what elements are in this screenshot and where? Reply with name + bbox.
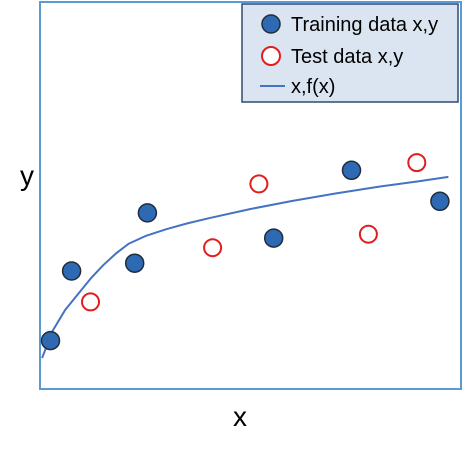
legend: Training data x,y Test data x,y x,f(x) xyxy=(241,3,459,103)
data-point-test-data-x-y xyxy=(81,292,100,312)
legend-label-test-data: Test data x,y xyxy=(291,46,403,68)
data-point-training-data-x-y xyxy=(124,253,145,273)
legend-marker-training-data xyxy=(261,14,281,34)
y-axis-label: y xyxy=(20,160,34,191)
data-point-training-data-x-y xyxy=(341,160,362,181)
data-point-training-data-x-y xyxy=(40,330,61,351)
data-point-test-data-x-y xyxy=(203,238,223,258)
data-point-training-data-x-y xyxy=(263,228,284,248)
x-axis-label: x xyxy=(233,401,247,432)
data-point-test-data-x-y xyxy=(407,153,427,173)
legend-marker-test-data xyxy=(261,46,281,66)
chart-marks xyxy=(40,153,450,359)
data-point-training-data-x-y xyxy=(430,191,450,212)
data-point-training-data-x-y xyxy=(137,203,158,223)
series-line-x-f-x xyxy=(41,175,449,359)
data-point-test-data-x-y xyxy=(358,224,378,244)
data-point-test-data-x-y xyxy=(249,174,269,194)
data-point-training-data-x-y xyxy=(61,261,82,281)
legend-label-training-data: Training data x,y xyxy=(291,14,438,36)
legend-label-model-line: x,f(x) xyxy=(291,76,335,98)
